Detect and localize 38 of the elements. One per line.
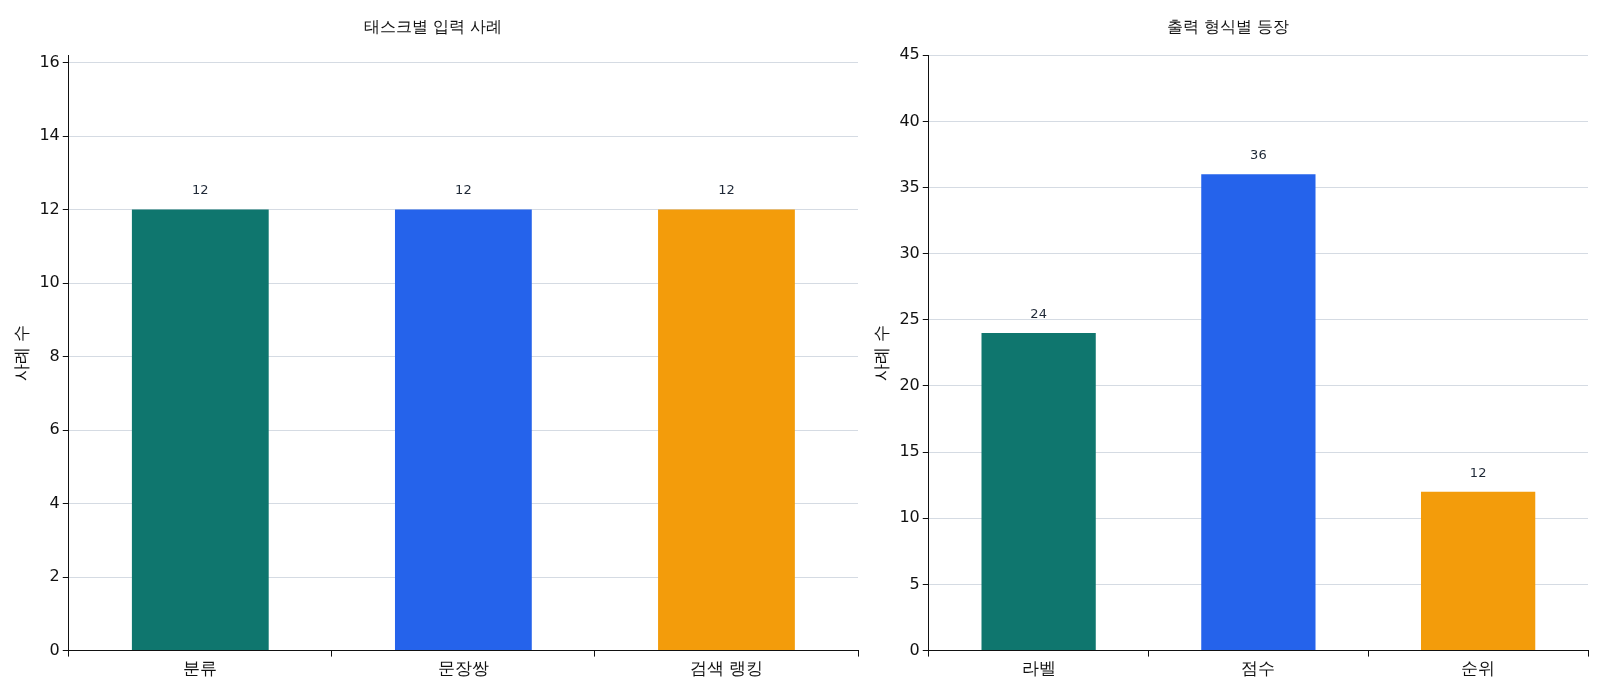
data-label: 24 (1030, 305, 1047, 321)
y-tick-label: 10 (899, 507, 920, 527)
y-tick-label: 15 (899, 441, 920, 461)
data-label: 12 (192, 182, 209, 198)
x-tick-label: 검색 랭킹 (689, 658, 764, 679)
y-tick-label: 40 (899, 110, 920, 130)
chart-title: 태스크별 입력 사례 (363, 16, 503, 36)
y-tick-label: 12 (39, 198, 60, 218)
y-tick-label: 2 (49, 566, 60, 586)
x-tick-label: 라벨 (1021, 658, 1056, 679)
y-tick-label: 45 (899, 44, 920, 64)
bar (981, 333, 1096, 651)
y-tick-label: 0 (909, 639, 920, 659)
bar (1201, 174, 1316, 651)
bar (1420, 491, 1536, 651)
y-tick-label: 10 (39, 272, 60, 292)
y-tick-label: 20 (899, 375, 920, 395)
x-tick-label: 점수 (1241, 658, 1276, 679)
y-tick-label: 25 (899, 308, 920, 328)
y-tick-label: 0 (49, 639, 60, 659)
y-tick-label: 30 (899, 242, 920, 262)
y-tick-label: 5 (909, 573, 920, 593)
data-label: 12 (1469, 464, 1487, 480)
data-label: 12 (455, 182, 472, 198)
x-tick-label: 분류 (183, 658, 218, 679)
data-label: 12 (718, 182, 735, 198)
y-axis-title: 사례 수 (10, 324, 31, 382)
y-tick-label: 14 (39, 125, 60, 145)
y-tick-label: 16 (39, 51, 60, 71)
data-label: 36 (1250, 147, 1267, 163)
x-tick-label: 문장쌍 (437, 658, 489, 679)
chart-title: 출력 형식별 등장 (1166, 16, 1290, 36)
x-tick-label: 순위 (1461, 658, 1496, 679)
y-tick-label: 4 (49, 492, 60, 512)
y-tick-label: 6 (49, 419, 60, 439)
y-tick-label: 35 (899, 176, 920, 196)
y-tick-label: 8 (49, 345, 60, 365)
y-axis-title: 사례 수 (870, 324, 891, 382)
